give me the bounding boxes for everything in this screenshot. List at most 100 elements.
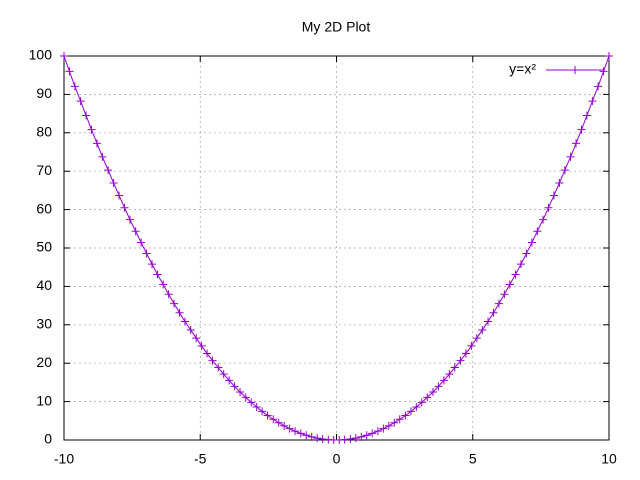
point-marker: [225, 376, 234, 385]
point-marker: [357, 432, 366, 441]
x-tick-label: -5: [194, 451, 207, 467]
point-marker: [180, 317, 189, 326]
y-tick-label: 100: [29, 47, 53, 63]
point-marker: [280, 421, 289, 430]
y-tick-label: 20: [36, 354, 52, 370]
point-marker: [379, 424, 388, 433]
point-marker: [461, 349, 470, 358]
point-marker: [65, 67, 74, 76]
point-marker: [230, 382, 239, 391]
point-marker: [296, 429, 305, 438]
point-marker: [577, 125, 586, 134]
point-marker: [104, 166, 113, 175]
point-marker: [406, 407, 415, 416]
point-marker: [505, 280, 514, 289]
point-marker: [511, 270, 520, 279]
x-tick-label: 5: [469, 451, 477, 467]
point-marker: [142, 249, 151, 258]
point-marker: [241, 393, 250, 402]
point-marker: [594, 82, 603, 91]
point-marker: [384, 421, 393, 430]
point-marker: [197, 341, 206, 350]
point-marker: [164, 290, 173, 299]
point-marker: [467, 341, 476, 350]
point-marker: [533, 227, 542, 236]
y-tick-label: 30: [36, 316, 52, 332]
point-marker: [269, 415, 278, 424]
point-marker: [340, 435, 349, 444]
point-marker: [434, 382, 443, 391]
point-marker: [159, 280, 168, 289]
point-marker: [214, 363, 223, 372]
y-tick-label: 90: [36, 85, 52, 101]
point-marker: [120, 203, 129, 212]
point-marker: [527, 238, 536, 247]
point-marker: [307, 432, 316, 441]
point-marker: [549, 191, 558, 200]
point-marker: [555, 178, 564, 187]
point-marker: [417, 398, 426, 407]
legend-label: y=x²: [509, 61, 536, 77]
point-marker: [170, 299, 179, 308]
point-marker: [368, 429, 377, 438]
point-marker: [60, 52, 68, 60]
point-marker: [92, 139, 101, 148]
point-marker: [450, 363, 459, 372]
point-marker: [346, 435, 355, 444]
point-marker: [175, 308, 184, 317]
point-marker: [109, 178, 118, 187]
point-marker: [478, 325, 487, 334]
y-tick-label: 80: [36, 124, 52, 140]
point-marker: [247, 398, 256, 407]
point-marker: [395, 415, 404, 424]
point-marker: [285, 424, 294, 433]
point-marker: [291, 427, 300, 436]
point-marker: [516, 260, 525, 269]
point-marker: [192, 334, 201, 343]
x-tick-label: 0: [333, 451, 341, 467]
point-marker: [313, 434, 322, 443]
point-marker: [423, 393, 432, 402]
point-marker: [76, 97, 85, 106]
point-marker: [252, 403, 261, 412]
point-marker: [390, 418, 399, 427]
point-marker: [137, 238, 146, 247]
point-marker: [500, 290, 509, 299]
y-tick-label: 60: [36, 200, 52, 216]
point-marker: [428, 388, 437, 396]
point-marker: [539, 215, 548, 224]
point-marker: [605, 52, 613, 60]
point-marker: [560, 166, 569, 175]
point-marker: [484, 317, 493, 326]
point-marker: [373, 427, 382, 436]
point-marker: [131, 227, 140, 236]
chart-title: My 2D Plot: [302, 19, 371, 35]
point-marker: [599, 67, 608, 76]
point-marker: [82, 111, 91, 120]
legend-marker: [571, 66, 579, 74]
point-marker: [439, 376, 448, 385]
point-marker: [70, 82, 79, 91]
point-marker: [572, 139, 581, 148]
point-marker: [208, 356, 217, 365]
point-marker: [582, 111, 591, 120]
point-marker: [544, 203, 553, 212]
y-tick-label: 10: [36, 392, 52, 408]
point-marker: [87, 125, 96, 134]
x-tick-label: -10: [54, 451, 74, 467]
point-marker: [98, 152, 107, 161]
point-marker: [401, 411, 410, 420]
point-marker: [362, 431, 371, 440]
point-marker: [351, 434, 360, 443]
point-marker: [203, 349, 212, 358]
y-tick-label: 0: [44, 431, 52, 447]
y-tick-label: 70: [36, 162, 52, 178]
point-marker: [494, 299, 503, 308]
point-marker: [153, 270, 162, 279]
point-marker: [125, 215, 134, 224]
point-marker: [472, 334, 481, 343]
point-marker: [412, 403, 421, 412]
point-marker: [456, 356, 465, 365]
